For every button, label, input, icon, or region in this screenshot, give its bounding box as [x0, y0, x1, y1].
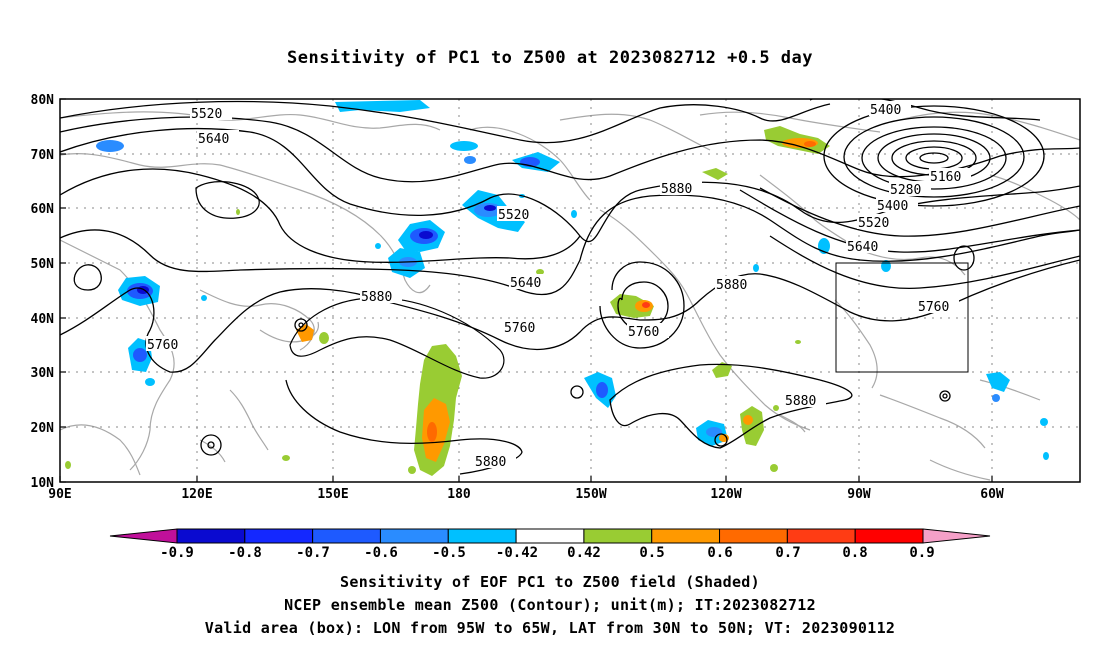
lat-label: 40N [31, 312, 55, 327]
valid-area-box [835, 262, 969, 373]
colorbar-tick-label: 0.7 [775, 545, 800, 561]
lon-label: 150E [317, 487, 348, 502]
contour-label: 5520 [858, 216, 889, 231]
caption-contour: NCEP ensemble mean Z500 (Contour); unit(… [284, 596, 816, 614]
colorbar-tick-label: -0.6 [364, 545, 398, 561]
contour-labels: 5520 5640 5520 5640 5880 5760 5760 5880 … [147, 103, 962, 470]
colorbar-tick-label: 0.42 [567, 545, 601, 561]
contour-label: 5760 [628, 325, 659, 340]
longitude-labels: 90E 120E 150E 180 150W 120W 90W 60W [48, 487, 1004, 502]
caption-shading: Sensitivity of EOF PC1 to Z500 field (Sh… [340, 573, 760, 591]
axis-ticks [59, 98, 993, 483]
colorbar-segment [447, 528, 517, 544]
contour-label: 5880 [661, 182, 692, 197]
colorbar-segment [854, 528, 924, 544]
caption-valid-area: Valid area (box): LON from 95W to 65W, L… [204, 619, 896, 637]
colorbar-max-arrow [922, 528, 991, 544]
contour-label: 5760 [504, 321, 535, 336]
latitude-labels: 80N 70N 60N 50N 40N 30N 20N 10N [31, 93, 55, 491]
lat-label: 50N [31, 257, 55, 272]
lon-label: 180 [447, 487, 471, 502]
colorbar-segment [651, 528, 721, 544]
colorbar-min-arrow [109, 528, 178, 544]
contour-label: 5160 [930, 170, 961, 185]
contour-label: 5880 [361, 290, 392, 305]
contour-label: 5760 [147, 338, 178, 353]
map-border [59, 98, 1081, 483]
colorbar-segment [786, 528, 856, 544]
colorbar-segment [515, 528, 585, 544]
colorbar [109, 528, 991, 544]
lat-label: 20N [31, 421, 55, 436]
colorbar-segment [176, 528, 246, 544]
map-panel [60, 99, 1080, 482]
colorbar-segment [583, 528, 653, 544]
colorbar-tick-label: 0.6 [707, 545, 732, 561]
lat-label: 30N [31, 366, 55, 381]
contour-label: 5640 [510, 276, 541, 291]
colorbar-segment [379, 528, 449, 544]
lat-label: 60N [31, 202, 55, 217]
contour-label: 5400 [870, 103, 901, 118]
contour-label: 5520 [498, 208, 529, 223]
map-title: Sensitivity of PC1 to Z500 at 2023082712… [286, 48, 813, 68]
colorbar-tick-label: 0.9 [909, 545, 934, 561]
colorbar-segment [244, 528, 314, 544]
lon-label: 90E [48, 487, 71, 502]
contour-label: 5880 [785, 394, 816, 409]
lon-label: 120E [181, 487, 212, 502]
lat-label: 70N [31, 148, 55, 163]
contour-label: 5640 [847, 240, 878, 255]
colorbar-tick-label: -0.7 [296, 545, 330, 561]
colorbar-tick-labels: -0.9 -0.8 -0.7 -0.6 -0.5 -0.42 0.42 0.5 … [160, 545, 935, 561]
lat-label: 10N [31, 476, 55, 491]
contour-label: 5640 [198, 132, 229, 147]
lon-label: 120W [710, 487, 741, 502]
contour-label: 5880 [716, 278, 747, 293]
contour-label: 5760 [918, 300, 949, 315]
contour-label: 5400 [877, 199, 908, 214]
colorbar-tick-label: -0.5 [432, 545, 466, 561]
z500-contours [60, 99, 1080, 475]
lat-label: 80N [31, 93, 55, 108]
contour-label: 5880 [475, 455, 506, 470]
lon-label: 90W [847, 487, 871, 502]
colorbar-tick-label: 0.5 [639, 545, 664, 561]
colorbar-tick-label: -0.9 [160, 545, 194, 561]
lon-label: 150W [575, 487, 606, 502]
colorbar-tick-label: -0.8 [228, 545, 262, 561]
colorbar-segment [312, 528, 381, 544]
colorbar-tick-label: 0.8 [842, 545, 867, 561]
lon-label: 60W [980, 487, 1004, 502]
contour-label: 5280 [890, 183, 921, 198]
colorbar-segment [719, 528, 788, 544]
colorbar-tick-label: -0.42 [496, 545, 538, 561]
contour-label: 5520 [191, 107, 222, 122]
